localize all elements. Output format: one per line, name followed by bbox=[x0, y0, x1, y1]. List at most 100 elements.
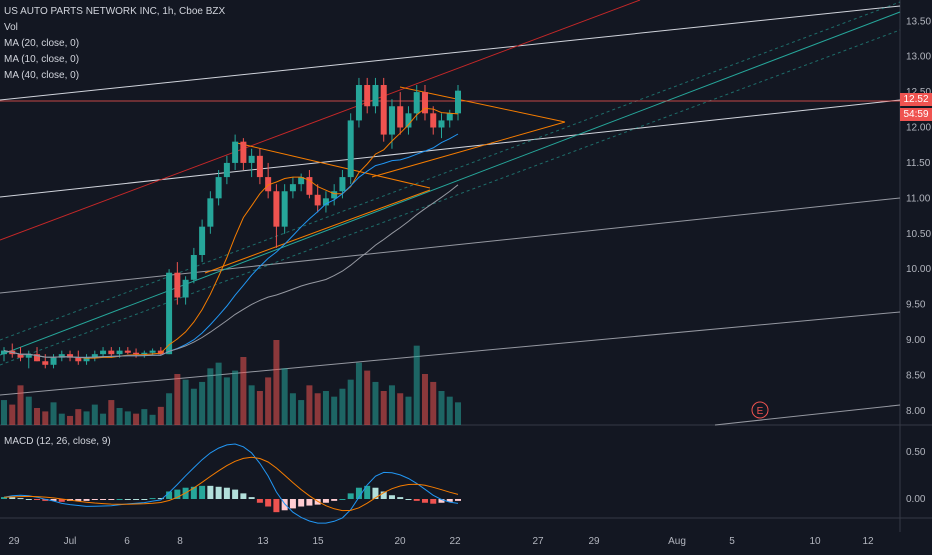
price-tick-label: 13.00 bbox=[906, 52, 931, 63]
volume-bar bbox=[108, 400, 115, 425]
candle-body bbox=[248, 155, 255, 163]
candle-body bbox=[405, 113, 412, 128]
volume-bar bbox=[9, 404, 16, 425]
candle-body bbox=[17, 354, 24, 358]
time-tick-label: 15 bbox=[312, 536, 324, 547]
candle-body bbox=[75, 357, 82, 362]
time-tick-label: 27 bbox=[532, 536, 544, 547]
candle-body bbox=[273, 191, 280, 227]
candle-body bbox=[199, 226, 206, 255]
candle-body bbox=[157, 350, 164, 355]
macd-signal-line bbox=[3, 456, 459, 512]
volume-bar bbox=[67, 415, 74, 425]
candle-body bbox=[397, 106, 404, 128]
candle-body bbox=[380, 85, 387, 135]
volume-bar bbox=[265, 377, 272, 425]
price-tick-label: 12.00 bbox=[906, 123, 931, 134]
volume-bar bbox=[199, 381, 206, 425]
candle-body bbox=[281, 191, 288, 227]
price-tick-label: 12.50 bbox=[906, 87, 931, 98]
price-tick-label: 11.50 bbox=[906, 158, 931, 169]
volume-bar bbox=[306, 385, 313, 425]
volume-bar bbox=[75, 409, 82, 425]
volume-bar bbox=[331, 396, 338, 425]
volume-bar bbox=[455, 402, 461, 425]
price-tick-label: 8.50 bbox=[906, 370, 926, 381]
time-tick-label: Jul bbox=[64, 536, 77, 547]
trend-line bbox=[0, 5, 901, 101]
volume-bar bbox=[372, 381, 379, 425]
macd-hist-bar bbox=[215, 486, 222, 499]
macd-hist-bar bbox=[17, 498, 24, 500]
volume-bar bbox=[355, 362, 362, 425]
macd-title[interactable]: MACD (12, 26, close, 9) bbox=[4, 436, 111, 447]
time-tick-label: 29 bbox=[588, 536, 600, 547]
macd-hist-bar bbox=[438, 499, 445, 503]
macd-hist-bar bbox=[430, 499, 437, 504]
price-tick-label: 8.00 bbox=[906, 406, 926, 417]
indicator-vol[interactable]: Vol bbox=[4, 22, 18, 33]
macd-hist-bar bbox=[174, 489, 181, 499]
macd-hist-bar bbox=[116, 499, 123, 500]
indicator-ma20[interactable]: MA (20, close, 0) bbox=[4, 38, 80, 49]
candle-body bbox=[166, 272, 173, 355]
macd-hist-bar bbox=[42, 499, 49, 501]
macd-hist-bar bbox=[306, 499, 313, 506]
volume-bar bbox=[223, 377, 230, 425]
macd-hist-bar bbox=[405, 499, 412, 500]
volume-bar bbox=[298, 400, 305, 425]
macd-hist-bar bbox=[75, 499, 82, 501]
candle-body bbox=[421, 92, 428, 114]
indicator-ma40[interactable]: MA (40, close, 0) bbox=[4, 70, 80, 81]
price-tick-label: 10.50 bbox=[906, 229, 931, 240]
macd-tick-label: 0.50 bbox=[906, 447, 926, 458]
candle-body bbox=[306, 177, 313, 195]
candle-body bbox=[256, 155, 263, 178]
volume-bar bbox=[421, 374, 428, 425]
volume-bar bbox=[397, 393, 404, 425]
candle-body bbox=[314, 194, 321, 206]
volume-bar bbox=[430, 381, 437, 425]
trend-line bbox=[0, 1, 901, 341]
candle-body bbox=[232, 141, 239, 163]
candle-body bbox=[265, 177, 272, 192]
trend-line bbox=[204, 189, 431, 274]
macd-hist-bar bbox=[207, 485, 214, 499]
macd-hist-bar bbox=[364, 485, 371, 499]
ma-line-40 bbox=[3, 184, 459, 358]
volume-bar bbox=[124, 411, 131, 425]
candle-body bbox=[322, 198, 329, 206]
candle-body bbox=[430, 113, 437, 128]
macd-hist-bar bbox=[380, 491, 387, 499]
volume-bar bbox=[83, 411, 90, 425]
candle-body bbox=[42, 361, 49, 365]
volume-bar bbox=[380, 391, 387, 425]
candle-body bbox=[141, 352, 148, 355]
macd-hist-bar bbox=[413, 499, 420, 501]
volume-bar bbox=[388, 385, 395, 425]
volume-bar bbox=[174, 374, 181, 425]
indicator-ma10[interactable]: MA (10, close, 0) bbox=[4, 54, 80, 65]
candle-body bbox=[100, 350, 107, 355]
ma-line-10 bbox=[3, 107, 459, 359]
candle-body bbox=[182, 279, 189, 298]
macd-hist-bar bbox=[331, 499, 338, 501]
earnings-marker-label: E bbox=[757, 406, 764, 417]
macd-hist-bar bbox=[58, 499, 65, 502]
last-price-tag: 12.52 bbox=[900, 93, 932, 106]
candle-body bbox=[347, 120, 354, 178]
macd-hist-bar bbox=[446, 499, 453, 502]
macd-hist-bar bbox=[281, 499, 288, 511]
volume-bar bbox=[289, 393, 296, 425]
macd-hist-bar bbox=[355, 487, 362, 499]
candle-body bbox=[149, 350, 156, 353]
macd-hist-bar bbox=[50, 499, 57, 501]
volume-bar bbox=[256, 391, 263, 425]
trend-line bbox=[714, 404, 901, 426]
macd-hist-bar bbox=[9, 497, 16, 499]
macd-hist-bar bbox=[149, 498, 156, 500]
candle-body bbox=[298, 177, 305, 185]
time-tick-label: 6 bbox=[124, 536, 130, 547]
